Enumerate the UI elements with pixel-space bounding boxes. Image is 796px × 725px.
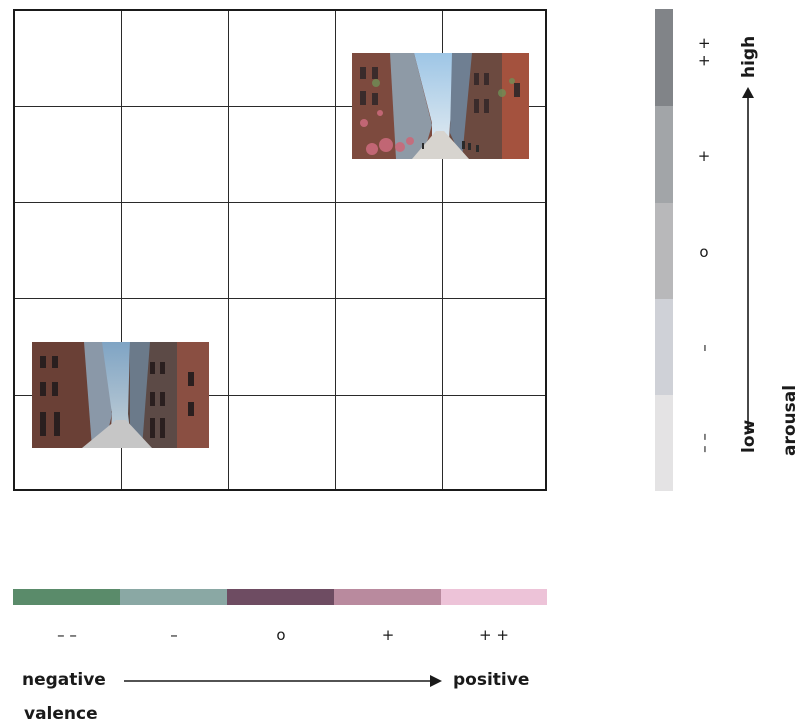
arousal-segment-very-high [655, 9, 673, 106]
valence-segment-very-positive [441, 589, 547, 605]
valence-segment-very-negative [13, 589, 120, 605]
valence-arrow-icon [124, 675, 442, 687]
arousal-level-label: – – [695, 433, 713, 453]
grid-line [15, 106, 545, 107]
valence-positive-label: positive [453, 670, 530, 690]
arousal-level-label: o [699, 243, 709, 261]
valence-segment-positive [334, 589, 441, 605]
valence-negative-label: negative [22, 670, 106, 690]
valence-level-label: + + [479, 626, 509, 644]
arousal-level-label: + + [695, 37, 713, 67]
valence-level-label: – [170, 626, 178, 644]
street-image-empty [32, 342, 209, 448]
grid-line [121, 11, 122, 489]
arousal-axis-title: arousal [780, 384, 796, 456]
arousal-segment-neutral [655, 203, 673, 299]
valence-segment-negative [120, 589, 227, 605]
arousal-level-label: + [697, 147, 711, 165]
arousal-low-label: low [739, 419, 759, 453]
valence-level-label: o [276, 626, 286, 644]
grid-line [335, 11, 336, 489]
arousal-segment-very-low [655, 395, 673, 491]
valence-axis-title: valence [24, 704, 98, 724]
arousal-high-label: high [739, 35, 759, 78]
street-image-busy [352, 53, 529, 159]
valence-arousal-grid [13, 9, 547, 491]
grid-line [15, 298, 545, 299]
arousal-segment-high [655, 106, 673, 203]
valence-segment-neutral [227, 589, 334, 605]
valence-level-label: + [381, 626, 395, 644]
grid-line [442, 11, 443, 489]
grid-line [15, 395, 545, 396]
arousal-level-label: – [695, 344, 713, 352]
arousal-arrow-icon [742, 87, 754, 433]
arousal-segment-low [655, 299, 673, 395]
grid-line [15, 202, 545, 203]
valence-level-label: – – [57, 626, 77, 644]
grid-line [228, 11, 229, 489]
